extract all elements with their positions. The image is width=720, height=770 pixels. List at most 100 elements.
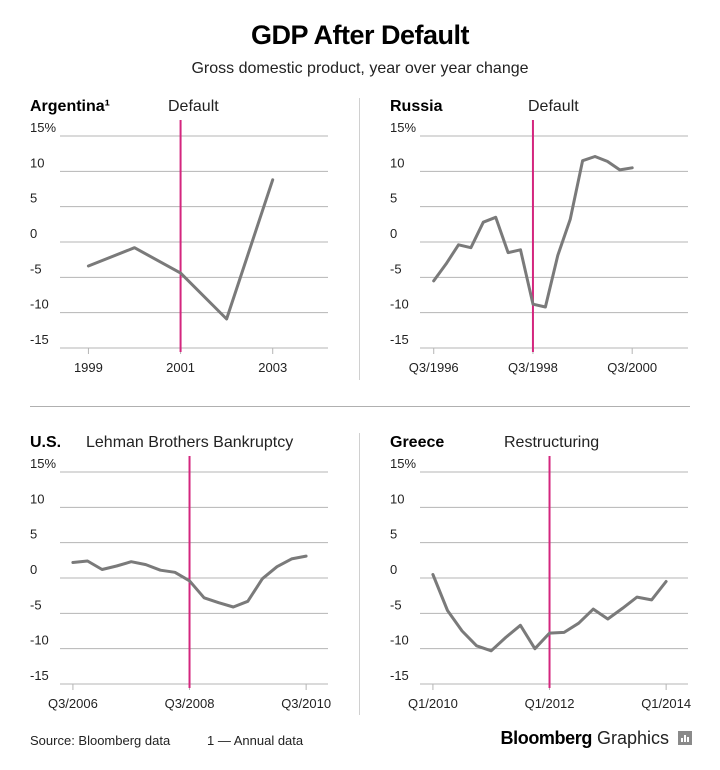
x-tick-label: Q3/2008 xyxy=(165,696,215,711)
data-point xyxy=(159,569,162,572)
data-point xyxy=(581,159,584,162)
y-tick-label: 5 xyxy=(30,191,37,206)
data-point xyxy=(202,596,206,599)
y-tick-label: 15% xyxy=(390,120,416,135)
y-tick-label: -5 xyxy=(390,597,402,612)
x-tick-label: Q3/2010 xyxy=(281,696,331,711)
data-point xyxy=(482,221,485,224)
data-point xyxy=(568,218,572,221)
data-point xyxy=(173,571,177,574)
x-tick-label: Q3/2000 xyxy=(607,360,657,375)
y-tick-label: -5 xyxy=(30,261,42,276)
data-point xyxy=(562,631,566,634)
data-point xyxy=(86,559,89,563)
data-point xyxy=(630,166,634,169)
panel-name-russia: Russia xyxy=(390,98,443,115)
data-point xyxy=(621,607,624,610)
data-point xyxy=(606,160,609,163)
data-point xyxy=(246,600,250,603)
y-tick-label: 10 xyxy=(30,155,44,170)
y-tick-label: 15% xyxy=(30,456,56,471)
greece-chart: 15% 10 5 0 -5 -10 -15 Q1/2010 Q1/2012 Q1/2014 xyxy=(390,456,691,711)
data-point xyxy=(188,579,191,583)
data-point xyxy=(606,617,610,621)
y-tick-label: 10 xyxy=(390,491,404,506)
event-label-russia: Default xyxy=(528,98,579,115)
data-point xyxy=(531,302,535,306)
event-label-us: Lehman Brothers Bankruptcy xyxy=(86,434,294,451)
data-point xyxy=(635,595,639,599)
panel-name-us: U.S. xyxy=(30,434,62,451)
data-point xyxy=(133,246,136,249)
y-tick-label: 5 xyxy=(30,527,37,542)
y-tick-label: 15% xyxy=(30,120,56,135)
event-label-argentina: Default xyxy=(168,98,219,115)
data-point xyxy=(261,577,264,580)
y-tick-label: -5 xyxy=(30,597,42,612)
data-point xyxy=(115,564,118,568)
annual-data-note: 1 — Annual data xyxy=(207,733,304,748)
data-point xyxy=(650,598,653,602)
data-point xyxy=(271,178,274,182)
vertical-divider-top xyxy=(359,98,360,380)
data-point xyxy=(144,563,147,566)
y-tick-label: -15 xyxy=(390,668,409,683)
y-tick-label: 0 xyxy=(30,226,37,241)
x-tick-label: Q3/1998 xyxy=(508,360,558,375)
data-point xyxy=(469,246,473,249)
argentina-chart: 15% 10 5 0 -5 -10 -15 1999 2001 2003 xyxy=(30,120,328,375)
brand-logo: Bloomberg Graphics xyxy=(501,728,692,749)
y-tick-label: -10 xyxy=(30,633,49,648)
data-point xyxy=(577,622,580,625)
data-point xyxy=(592,607,595,611)
y-tick-label: 10 xyxy=(30,491,44,506)
y-tick-label: -15 xyxy=(390,332,409,347)
x-tick-label: Q3/1996 xyxy=(409,360,459,375)
data-point xyxy=(664,580,668,583)
data-point xyxy=(519,248,522,251)
data-point xyxy=(275,565,279,568)
y-tick-label: 5 xyxy=(390,191,397,206)
data-point xyxy=(544,305,547,309)
data-point xyxy=(618,168,621,172)
data-point xyxy=(490,649,493,652)
data-point xyxy=(179,271,182,275)
data-point xyxy=(232,605,235,609)
y-tick-label: 10 xyxy=(390,155,404,170)
horizontal-divider xyxy=(30,406,690,407)
data-point xyxy=(100,568,104,571)
chart-title: GDP After Default xyxy=(250,20,470,50)
source-note: Source: Bloomberg data xyxy=(30,733,171,748)
x-tick-label: 2003 xyxy=(258,360,287,375)
y-tick-label: 15% xyxy=(390,456,416,471)
y-tick-label: -5 xyxy=(390,261,402,276)
brand-bold-text: Bloomberg xyxy=(500,728,593,748)
x-tick-label: Q1/2014 xyxy=(641,696,691,711)
x-tick-label: Q1/2010 xyxy=(408,696,458,711)
y-tick-label: -10 xyxy=(30,297,49,312)
event-label-greece: Restructuring xyxy=(504,434,600,451)
panel-name-argentina: Argentina¹ xyxy=(30,98,110,115)
vertical-divider-bottom xyxy=(359,433,360,715)
data-point xyxy=(290,557,293,561)
y-tick-label: -10 xyxy=(390,633,409,648)
chart-subtitle: Gross domestic product, year over year c… xyxy=(191,60,529,77)
data-point xyxy=(225,317,228,321)
bar-chart-icon xyxy=(678,731,692,745)
brand-light-text: Graphics xyxy=(596,728,669,748)
data-point xyxy=(460,629,464,633)
data-point xyxy=(556,254,559,257)
y-tick-label: 0 xyxy=(30,562,37,577)
data-point xyxy=(475,644,478,648)
y-tick-label: 0 xyxy=(390,226,397,241)
x-tick-label: 2001 xyxy=(166,360,195,375)
data-point xyxy=(548,631,551,635)
data-point xyxy=(130,560,133,563)
y-tick-label: 0 xyxy=(390,562,397,577)
data-point xyxy=(593,155,597,158)
data-point xyxy=(304,554,308,558)
y-tick-label: -10 xyxy=(390,297,409,312)
data-point xyxy=(71,561,75,564)
x-tick-label: Q3/2006 xyxy=(48,696,98,711)
data-point xyxy=(504,636,507,639)
